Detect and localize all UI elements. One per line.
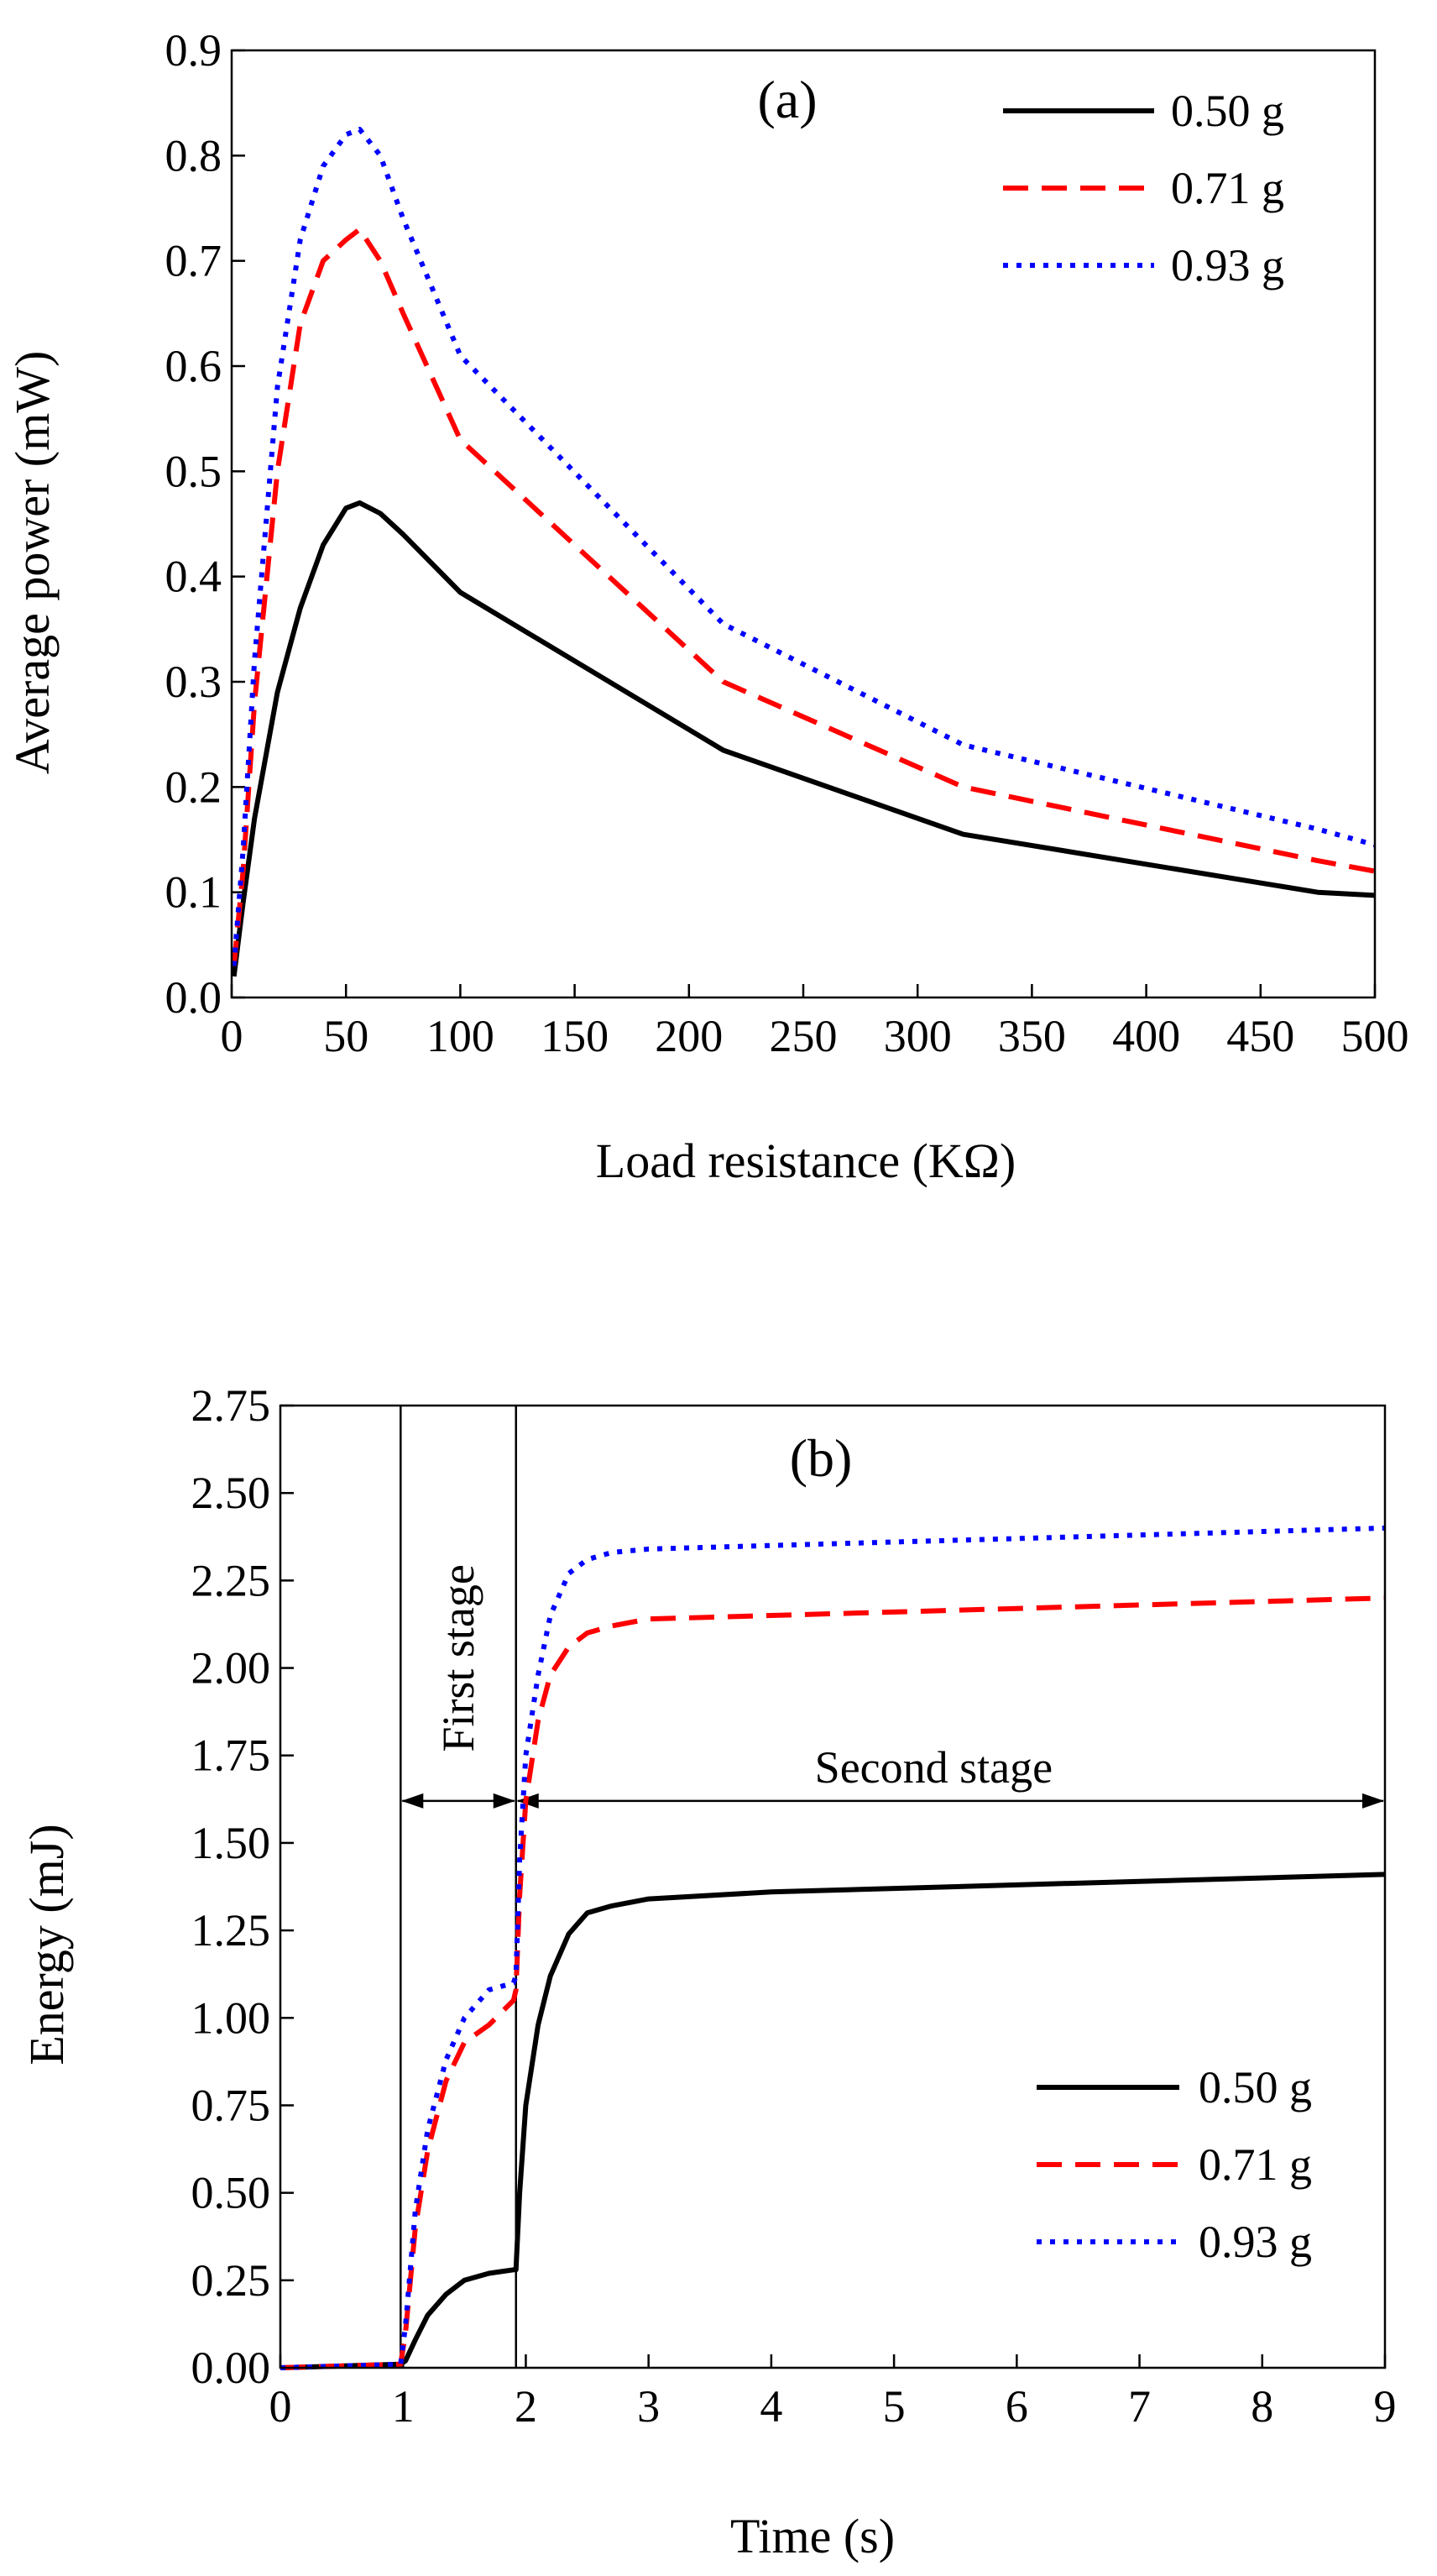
y-tick-label: 2.50 [191,1468,271,1518]
second-stage-arrowhead-right [1362,1793,1384,1809]
second-stage-label: Second stage [815,1742,1053,1793]
panel-b-ylabel: Energy (mJ) [19,1824,74,2065]
x-tick-label: 400 [1112,1011,1180,1061]
x-tick-label: 300 [884,1011,952,1061]
x-tick-label: 150 [541,1011,609,1061]
y-tick-label: 0.3 [165,657,222,707]
x-tick-label: 3 [637,2381,660,2432]
y-tick-label: 1.75 [191,1730,271,1781]
y-tick-label: 0.5 [165,446,222,496]
x-tick-label: 7 [1128,2381,1151,2432]
y-tick-label: 0.25 [191,2255,271,2306]
first-stage-label: First stage [433,1564,483,1752]
panel-a-plot-frame [230,49,1377,999]
y-tick-label: 1.25 [191,1905,271,1956]
panel-a-xlabel: Load resistance (KΩ) [596,1134,1016,1188]
panel-a-ylabel: Average power (mW) [5,351,60,775]
series-line-0-71-g [280,1595,1386,2370]
series-line-0-50-g [231,500,1376,977]
panel-b-stage-annotations: First stage Second stage [400,1406,1384,2368]
first-stage-arrowhead-right [493,1793,515,1809]
panel-a-power-vs-resistance: Average power (mW) Load resistance (KΩ) … [5,25,1409,1188]
panel-a-legend: 0.50 g 0.71 g 0.93 g [1003,86,1284,291]
y-tick-label: 2.75 [191,1380,271,1431]
x-tick-label: 8 [1251,2381,1273,2432]
y-tick-label: 0.75 [191,2080,271,2130]
panel-b-plot-frame [279,1404,1387,2369]
x-tick-label: 6 [1006,2381,1028,2432]
x-tick-label: 450 [1226,1011,1294,1061]
series-line-0-50-g [280,1872,1386,2370]
panel-b-legend: 0.50 g 0.71 g 0.93 g [1037,2062,1312,2267]
x-tick-label: 250 [770,1011,838,1061]
panel-a-label: (a) [757,70,817,129]
y-tick-label: 0.7 [165,236,222,286]
y-tick-label: 1.50 [191,1818,271,1868]
x-tick-label: 1 [392,2381,415,2432]
x-tick-label: 500 [1341,1011,1409,1061]
x-tick-label: 2 [515,2381,537,2432]
x-tick-label: 200 [655,1011,723,1061]
panel-a-series [231,127,1376,977]
panel-b-y-axis: 0.00 0.25 0.50 0.75 1.00 1.25 1.50 1.75 2.00 2.25… [191,1380,294,2393]
legend-entry-label: 0.71 g [1171,163,1284,213]
first-stage-arrowhead-left [401,1793,424,1809]
series-line-0-93-g [280,1525,1386,2370]
x-tick-label: 0 [221,1011,243,1061]
panel-b-label: (b) [790,1428,853,1488]
y-tick-label: 0.6 [165,341,222,391]
legend-entry-label: 0.71 g [1199,2139,1312,2190]
y-tick-label: 0.50 [191,2168,271,2218]
y-tick-label: 0.00 [191,2343,271,2393]
y-tick-label: 2.25 [191,1555,271,1605]
series-line-0-93-g [231,127,1376,966]
panel-a-y-axis: 0.0 0.1 0.2 0.3 0.4 0.5 0.6 0.7 0.8 0.9 [165,25,245,1023]
x-tick-label: 50 [323,1011,368,1061]
y-tick-label: 0.8 [165,130,222,181]
x-tick-label: 5 [883,2381,906,2432]
panel-b-x-axis: 0 1 2 3 4 5 6 7 8 9 [269,2354,1397,2432]
x-tick-label: 100 [426,1011,494,1061]
legend-entry-label: 0.93 g [1171,240,1284,291]
y-tick-label: 0.0 [165,972,222,1023]
panel-b-series [280,1525,1386,2370]
series-line-0-71-g [231,227,1376,966]
x-tick-label: 350 [998,1011,1066,1061]
x-tick-label: 4 [760,2381,782,2432]
y-tick-label: 0.2 [165,762,222,812]
legend-entry-label: 0.50 g [1171,86,1284,136]
legend-entry-label: 0.93 g [1199,2217,1312,2267]
panel-a-x-axis: 0 50 100 150 200 250 300 350 400 450 500 [221,984,1409,1061]
panel-b-xlabel: Time (s) [730,2509,895,2563]
y-tick-label: 2.00 [191,1643,271,1694]
x-tick-label: 0 [269,2381,292,2432]
legend-entry-label: 0.50 g [1199,2062,1312,2113]
y-tick-label: 1.00 [191,1992,271,2043]
panel-b-energy-vs-time: Energy (mJ) Time (s) 0.00 0.25 0.50 0.75 1.0… [19,1380,1397,2563]
x-tick-label: 9 [1374,2381,1397,2432]
y-tick-label: 0.1 [165,867,222,918]
y-tick-label: 0.9 [165,25,222,76]
y-tick-label: 0.4 [165,552,222,602]
